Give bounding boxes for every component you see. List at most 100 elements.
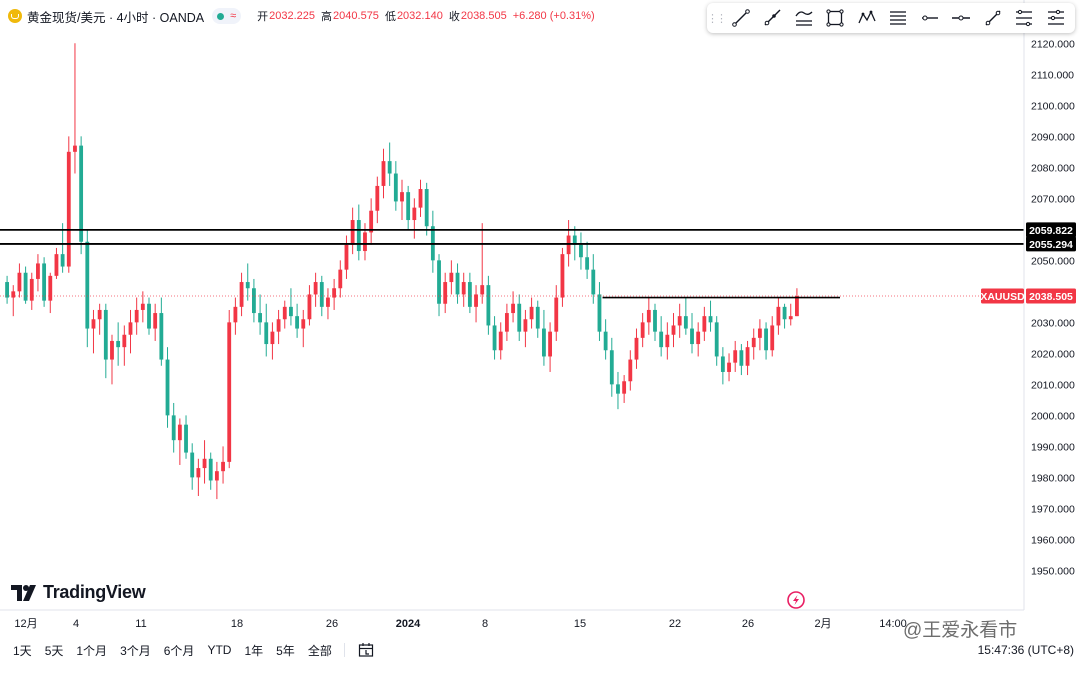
svg-text:2055.294: 2055.294 [1029,239,1073,251]
time-tick-label: 2月 [814,618,831,630]
candle [795,288,799,317]
candle [171,402,176,453]
price-tick-label: 2070.000 [1031,193,1075,205]
candle [60,223,65,273]
candle [739,344,744,376]
candle [147,297,151,335]
candle [714,316,719,366]
candle [276,309,281,345]
low-label: 低 [384,11,396,23]
candle [190,443,195,490]
symbol-price-tag[interactable]: XAUUSD [980,288,1025,304]
candle [622,375,627,403]
last-price-label[interactable]: 2038.505 [1026,288,1076,304]
candle [406,185,411,230]
time-tick-label: 4 [73,618,79,630]
candle [227,309,232,469]
candle [770,316,775,357]
candle [609,337,614,397]
candle [480,223,485,304]
candle [282,300,287,329]
time-axis[interactable]: 12月 4 11 18 26 2024 8 15 22 26 2月 14:00 [14,618,906,630]
symbol-title[interactable]: 黄金现货/美元 · 4小时 · OANDA [27,10,205,25]
svg-text:XAUUSD: XAUUSD [980,291,1025,303]
candle [5,275,9,304]
market-status-pill[interactable]: ≈ [212,8,242,24]
parallel-channel-tool[interactable] [788,3,820,33]
candle [702,306,707,341]
info-line-tool[interactable] [977,3,1009,33]
candle [517,294,522,341]
candle [437,254,441,317]
price-tick-label: 2050.000 [1031,255,1075,267]
candle [387,142,392,186]
candle [381,148,386,199]
range-1y-button[interactable]: 1年 [244,643,264,658]
drawing-toolbar[interactable]: ⋮⋮ [707,3,1075,33]
candle [677,303,682,338]
range-6m-button[interactable]: 6个月 [163,643,195,658]
candle [560,247,565,307]
candle [486,275,491,335]
candle [591,254,596,304]
time-zone-clock[interactable]: 15:47:36 (UTC+8) [977,643,1074,657]
price-tick-label: 1980.000 [1031,472,1075,484]
range-1d-button[interactable]: 1天 [13,643,32,658]
candle [498,322,503,360]
candle [474,285,478,323]
candle [301,309,306,348]
candle [653,303,657,341]
candle [393,161,398,211]
candle [751,328,756,360]
rectangle-tool[interactable] [820,3,852,33]
range-5d-button[interactable]: 5天 [44,643,64,658]
tradingview-logo[interactable]: TradingView [11,582,146,603]
ray-tool[interactable] [757,3,789,33]
tradingview-logo-icon [11,584,36,601]
candle [239,272,244,317]
horizontal-line-tool[interactable] [946,3,978,33]
candle [54,247,59,279]
candle [492,316,497,360]
candle [646,297,651,335]
candle [356,204,361,261]
horizontal-lines-tool[interactable] [883,3,915,33]
trend-line-icon [731,9,750,27]
candle [369,198,374,245]
candle [597,282,602,341]
author-watermark: @王爱永看市 [903,620,1018,641]
go-to-date-button[interactable] [357,641,375,659]
candle [23,266,28,304]
range-ytd-button[interactable]: YTD [207,643,232,657]
candle [251,278,256,323]
candle [375,176,380,224]
level-lower-price-label[interactable]: 2055.294 [1026,236,1076,252]
lightning-icon[interactable] [787,591,805,609]
candle [103,303,108,379]
candle [757,319,762,351]
level-upper-price-label[interactable]: 2059.822 [1026,222,1076,238]
range-divider [343,643,345,657]
rectangle-icon [826,9,844,27]
horizontal-ray-tool[interactable] [914,3,946,33]
candle [350,207,355,255]
range-5y-button[interactable]: 5年 [276,643,295,658]
close-value: 2038.505 [460,10,507,22]
fib-retracement-tool[interactable] [1009,3,1041,33]
xabcd-pattern-tool[interactable] [851,3,883,33]
candle [79,136,84,255]
trend-line-tool[interactable] [725,3,757,33]
drag-handle-icon[interactable]: ⋮⋮ [707,12,727,25]
candle [202,440,207,484]
fib-levels-tool[interactable] [1040,3,1072,33]
tradingview-wordmark: TradingView [43,582,146,602]
date-range-bar[interactable]: 1天 5天 1个月 3个月 6个月 YTD 1年 5年 全部 15:47:36 … [0,638,1080,662]
range-3m-button[interactable]: 3个月 [120,643,151,658]
range-all-button[interactable]: 全部 [307,643,332,658]
candle [332,278,337,310]
low-value: 2032.140 [396,10,443,22]
range-1m-button[interactable]: 1个月 [76,643,108,658]
symbol-legend[interactable]: 黄金现货/美元 · 4小时 · OANDA ≈ 开 2032.225 高 2040.… [8,6,595,26]
